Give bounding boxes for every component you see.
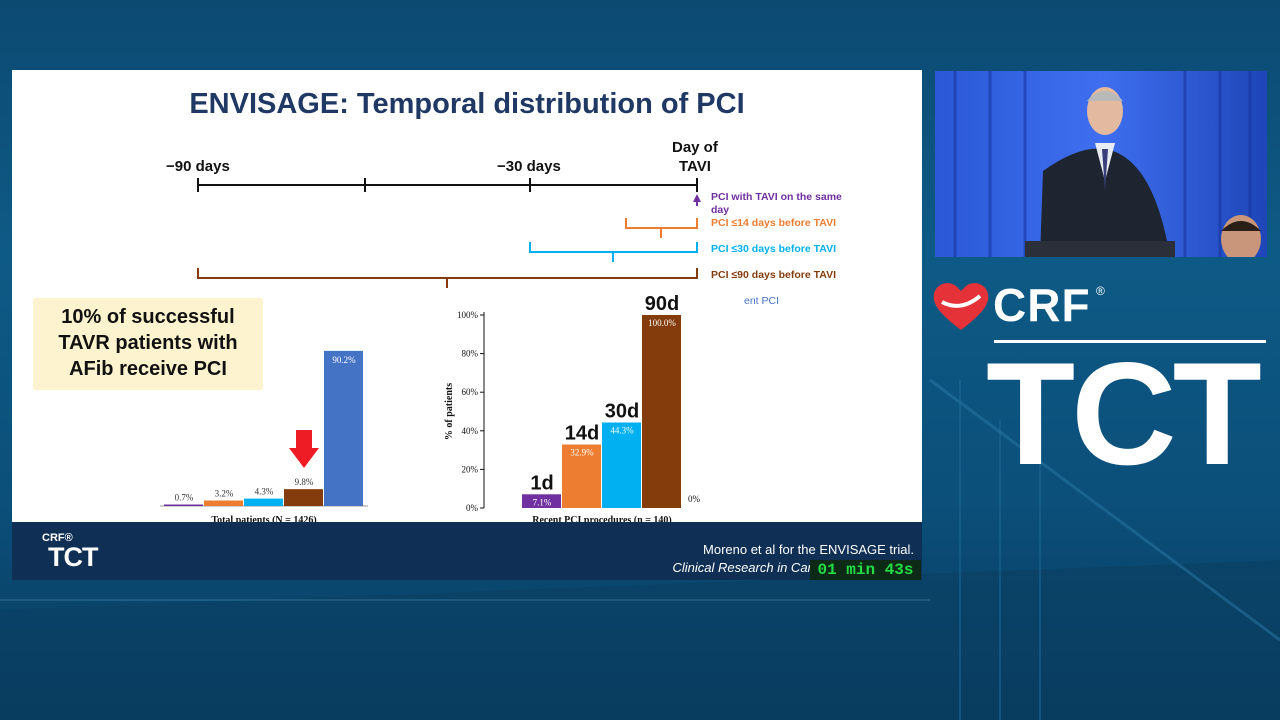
legend-14-days: PCI ≤14 days before TAVI [711,217,836,229]
timeline-label-tavi: TAVI [679,158,711,175]
chart1-data-label: 9.8% [295,477,314,487]
callout-line-3: AFib receive PCI [69,358,227,380]
timeline-label-minus-90: −90 days [166,158,230,175]
chart2-y-tick-label: 40% [462,426,479,436]
countdown-timer: 01 min 43s [810,560,921,580]
chart2-data-label: 32.9% [570,448,594,458]
total-patients-chart: 0.7% 3.2% 4.3% 9.8% 90.2% Total patients (N =… [160,350,368,526]
chart2-category-label: 90d [645,293,679,315]
timeline-label-minus-30: −30 days [497,158,561,175]
legend-same-day-line2: day [711,204,730,216]
crf-heart-logo-icon [933,283,989,330]
chart2-data-label: 0% [688,494,701,504]
crf-brand-text: CRF [993,279,1091,331]
chart2-data-label: 7.1% [533,497,552,507]
chart1-bar [284,489,323,506]
chart2-y-tick-label: 0% [466,503,479,513]
brand-divider-rule [994,340,1266,343]
chart2-y-tick-label: 80% [462,349,479,359]
chart2-category-label: 14d [565,423,599,445]
chart1-bar [324,350,363,506]
chart2-category-label: 30d [605,401,639,423]
footer-logo-tct: TCT [48,542,98,572]
chart2-data-label: 44.3% [610,426,634,436]
speaker-video [935,71,1267,257]
chart2-category-label: 1d [530,472,553,494]
chart2-y-tick-label: 20% [462,464,479,474]
slide-title: ENVISAGE: Temporal distribution of PCI [189,88,745,120]
legend-same-day-line1: PCI with TAVI on the same [711,191,842,203]
slide-footer-bar [12,522,922,580]
reference-line-1: Moreno et al for the ENVISAGE trial. [703,542,914,557]
chart1-data-label: 3.2% [215,488,234,498]
tct-brand-text: TCT [986,332,1262,495]
speaker-video-image [935,71,1267,257]
chart2-bar [522,494,561,508]
legend-recent-pci: ent PCI [744,295,780,307]
chart1-bar [244,498,283,506]
chart2-x-axis-label: Recent PCI procedures (n = 140) [532,515,671,526]
chart2-y-tick-label: 100% [457,310,479,320]
chart1-data-label: 90.2% [332,355,356,365]
chart1-bar [204,500,243,506]
crf-registered-mark: ® [1096,284,1105,298]
chart1-x-axis-label: Total patients (N = 1426) [211,515,316,526]
presentation-slide: ENVISAGE: Temporal distribution of PCI −… [12,70,922,580]
callout-line-1: 10% of successful [61,306,235,328]
footer-crf-tct-logo: CRF® TCT [34,532,98,572]
timeline-label-day-of: Day of [672,139,718,156]
callout-line-2: TAVR patients with [58,332,238,354]
legend-same-day: PCI with TAVI on the same day [711,191,842,217]
chart2-bar [642,315,681,508]
reference-line-2: Clinical Research in Cardi [672,560,822,575]
chart2-bar [562,444,601,508]
chart1-data-label: 4.3% [255,487,274,497]
chart2-y-tick-label: 60% [462,387,479,397]
chart2-y-axis-label: % of patients [444,383,455,440]
recent-pci-chart: 0% 20% 40% 60% 80% 100% % of patients 7.1% 1d 32.… [444,293,701,526]
timeline-diagram [197,178,701,288]
callout-box: 10% of successful TAVR patients with AFi… [33,298,263,390]
legend-90-days: PCI ≤90 days before TAVI [711,269,836,281]
legend-30-days: PCI ≤30 days before TAVI [711,243,836,255]
highlight-arrow-icon [289,430,319,468]
footer-logo-crf: CRF® [42,532,73,544]
chart2-bar [602,422,641,508]
chart2-data-label: 100.0% [648,318,676,328]
chart1-data-label: 0.7% [175,493,194,503]
chart1-bar [164,504,203,506]
